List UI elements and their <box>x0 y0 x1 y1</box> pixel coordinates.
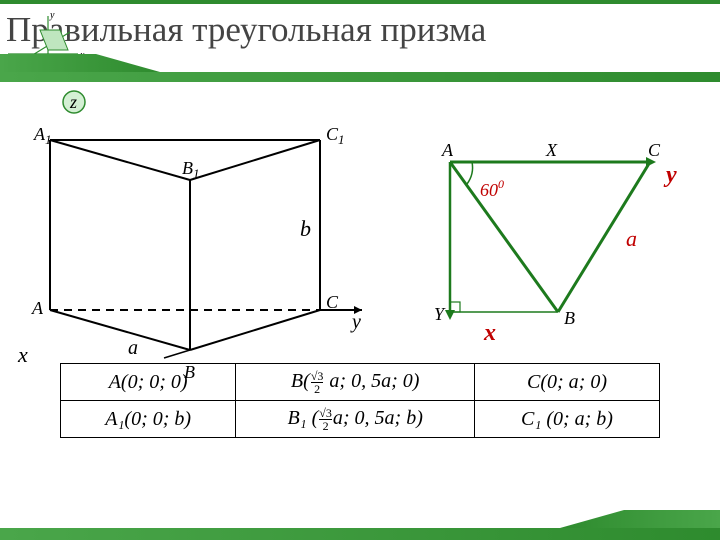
edge-b: b <box>300 216 311 241</box>
edge-a: a <box>128 337 138 359</box>
tri-Y: Y <box>434 304 446 324</box>
tri-B: B <box>564 308 575 328</box>
z-axis-label: z <box>69 92 77 112</box>
diagram-canvas: z y x A1 C1 B1 A C B a <box>0 82 720 452</box>
x-axis-label: x <box>17 342 28 367</box>
label-A1: A1 <box>33 124 52 147</box>
header-strip <box>0 72 720 82</box>
label-A: A <box>31 298 44 318</box>
page-title: Правильная треугольная призма <box>0 4 720 50</box>
cell-A1: A₁(0; 0; b) <box>61 401 236 438</box>
cell-B1: B₁ (√32a; 0, 5a; b) <box>236 401 475 438</box>
label-B1: B1 <box>182 158 200 181</box>
label-C: C <box>326 292 339 312</box>
footer-strip <box>0 528 720 540</box>
cell-A: A(0; 0; 0) <box>61 364 236 401</box>
tri-A: A <box>441 140 454 160</box>
svg-text:y: y <box>49 10 55 21</box>
tri-side-a: a <box>626 226 637 251</box>
tri-y-axis: y <box>663 162 677 188</box>
cell-B: B(√32 a; 0, 5a; 0) <box>236 364 475 401</box>
label-C1: C1 <box>326 124 345 147</box>
tri-C: C <box>648 140 661 160</box>
cell-C1: C₁ (0; a; b) <box>475 401 660 438</box>
coord-table: A(0; 0; 0) B(√32 a; 0, 5a; 0) C(0; a; 0)… <box>60 363 660 438</box>
tri-X: X <box>545 140 558 160</box>
y-axis-label: y <box>350 311 361 333</box>
tri-x-axis: x <box>483 320 496 346</box>
angle-60: 600 <box>480 177 504 200</box>
cell-C: C(0; a; 0) <box>475 364 660 401</box>
